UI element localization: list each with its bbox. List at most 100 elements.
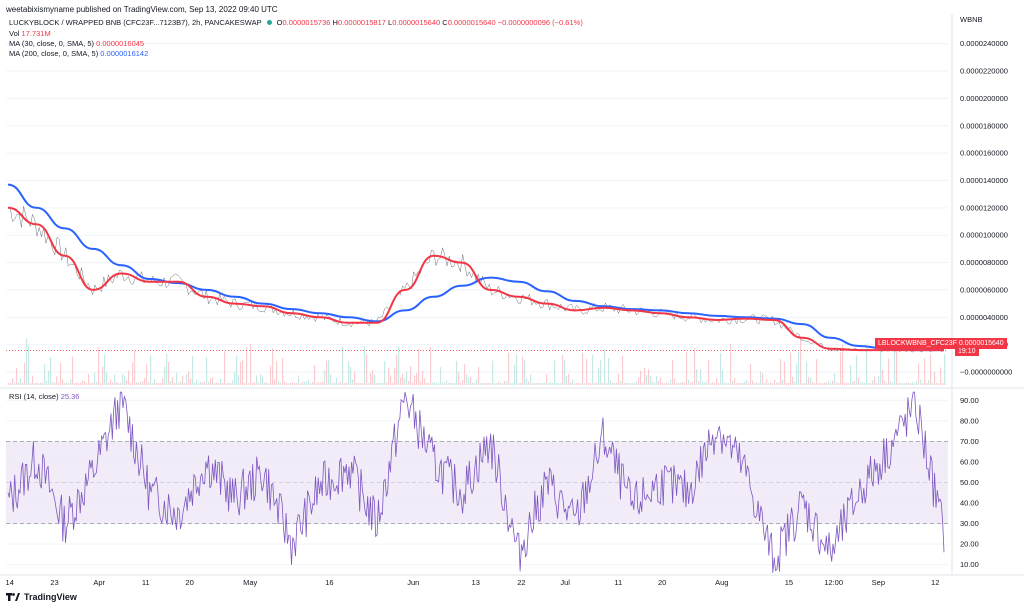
volume-bar	[830, 382, 832, 385]
volume-bar	[874, 376, 876, 385]
volume-bar	[756, 382, 758, 385]
volume-bar	[662, 382, 664, 385]
volume-bar	[322, 381, 324, 385]
volume-bar	[684, 383, 686, 385]
volume-bar	[560, 382, 562, 385]
volume-bar	[432, 382, 434, 385]
volume-bar	[884, 380, 886, 385]
volume-bar	[380, 383, 382, 385]
legend-ma30-row[interactable]: MA (30, close, 0, SMA, 5) 0.0000016045	[9, 39, 144, 48]
volume-bar	[84, 381, 86, 385]
volume-bar	[430, 347, 432, 385]
volume-bar	[630, 382, 632, 385]
volume-bar	[938, 383, 940, 385]
volume-bar	[632, 383, 634, 385]
volume-bar	[492, 360, 494, 385]
change-value: −0.0000000096 (−0.61%)	[497, 18, 583, 27]
volume-bar	[704, 382, 706, 385]
rsi-axis-label: 60.00	[960, 457, 979, 466]
volume-bar	[304, 381, 306, 385]
volume-bar	[40, 382, 42, 385]
volume-bar	[636, 381, 638, 385]
volume-bar	[886, 382, 888, 385]
volume-bar	[824, 382, 826, 385]
volume-bar	[46, 380, 48, 385]
price-axis-label: 0.0000080000	[960, 258, 1008, 267]
volume-bar	[794, 381, 796, 385]
time-axis-label: 12	[931, 578, 939, 587]
volume-bar	[792, 377, 794, 385]
volume-bar	[510, 382, 512, 385]
volume-bar	[26, 338, 28, 385]
volume-bar	[770, 382, 772, 385]
volume-bar	[860, 382, 862, 385]
volume-bar	[472, 382, 474, 385]
volume-bar	[208, 381, 210, 385]
volume-bar	[34, 382, 36, 385]
tradingview-brand: TradingView	[24, 592, 77, 602]
tradingview-footer[interactable]: TradingView	[6, 592, 77, 602]
volume-bar	[178, 383, 180, 385]
volume-bar	[922, 383, 924, 385]
volume-bar	[132, 362, 134, 385]
volume-bar	[234, 371, 236, 385]
volume-bar	[298, 375, 300, 385]
volume-bar	[236, 355, 238, 385]
volume-bar	[346, 382, 348, 385]
volume-bar	[796, 363, 798, 385]
volume-bar	[912, 382, 914, 385]
legend-ma200-row[interactable]: MA (200, close, 0, SMA, 5) 0.0000016142	[9, 49, 148, 58]
volume-bar	[788, 382, 790, 385]
symbol-name[interactable]: LUCKYBLOCK / WRAPPED BNB (CFC23F...7123B…	[9, 18, 262, 27]
volume-bar	[224, 351, 226, 385]
price-axis-label: 0.0000060000	[960, 285, 1008, 294]
volume-bar	[658, 380, 660, 385]
volume-bar	[462, 380, 464, 385]
volume-bar	[514, 364, 516, 385]
volume-bar	[368, 382, 370, 385]
volume-bar	[602, 382, 604, 385]
volume-bar	[810, 377, 812, 385]
volume-bar	[744, 381, 746, 385]
volume-bar	[506, 381, 508, 385]
volume-bar	[524, 360, 526, 385]
ma200-label: MA (200, close, 0, SMA, 5)	[9, 49, 99, 58]
volume-bar	[280, 382, 282, 385]
legend-volume-row[interactable]: Vol 17.731M	[9, 29, 51, 38]
volume-bar	[162, 378, 164, 385]
legend-rsi-row[interactable]: RSI (14, close) 25.36	[9, 392, 79, 401]
volume-bar	[60, 362, 62, 385]
volume-bar	[66, 382, 68, 385]
volume-bar	[786, 382, 788, 385]
volume-bar	[590, 382, 592, 385]
volume-bar	[516, 354, 518, 385]
volume-bar	[410, 366, 412, 385]
volume-bar	[384, 361, 386, 385]
volume-bar	[98, 347, 100, 385]
volume-bar	[588, 382, 590, 385]
volume-bar	[172, 376, 174, 385]
volume-bar	[310, 382, 312, 385]
volume-bar	[502, 382, 504, 385]
volume-bar	[832, 380, 834, 385]
volume-bar	[382, 382, 384, 385]
volume-bar	[812, 382, 814, 385]
volume-bar	[414, 375, 416, 385]
volume-bar	[148, 382, 150, 385]
volume-bar	[332, 382, 334, 385]
volume-bar	[496, 382, 498, 385]
volume-bar	[940, 367, 942, 385]
volume-bar	[182, 375, 184, 385]
volume-bar	[644, 367, 646, 385]
volume-bar	[696, 369, 698, 385]
volume-bar	[836, 382, 838, 385]
volume-bar	[330, 374, 332, 385]
volume-bar	[58, 382, 60, 385]
volume-bar	[214, 382, 216, 385]
time-axis-label: 16	[325, 578, 333, 587]
volume-bar	[140, 382, 142, 385]
volume-bar	[504, 381, 506, 385]
last-price-tag: LBLOCKWBNB_CFC23F 0.0000015640	[875, 338, 1007, 349]
rsi-axis-label: 20.00	[960, 540, 979, 549]
